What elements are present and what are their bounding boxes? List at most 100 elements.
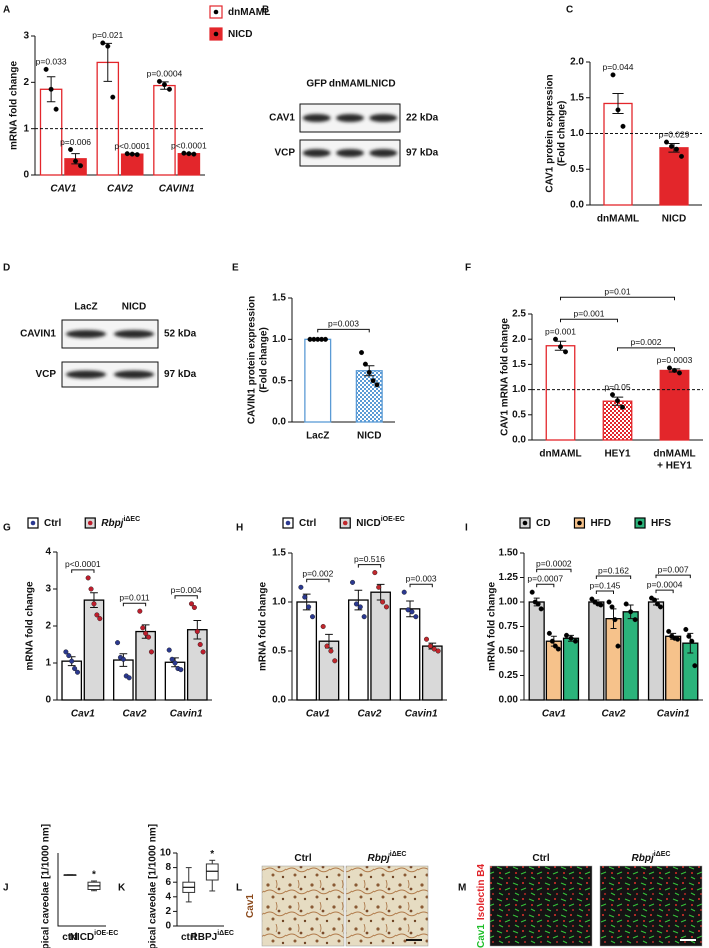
y-tick-label: 0.0 [272, 695, 286, 706]
y-tick-label: 2 [165, 906, 171, 917]
bar [399, 608, 421, 701]
legend-label-main: CD [536, 518, 550, 529]
data-point [350, 579, 356, 585]
data-point [137, 608, 143, 614]
data-point [666, 628, 672, 634]
y-tick-label: 1.0 [272, 334, 286, 345]
bar [647, 601, 665, 701]
data-point [53, 106, 59, 112]
y-tick-label: 1.25 [499, 572, 519, 583]
data-point [88, 586, 94, 592]
micrograph [489, 865, 593, 947]
data-point [191, 151, 197, 157]
legend-label: NICD [228, 29, 252, 40]
data-point [431, 646, 437, 652]
data-point [353, 601, 359, 607]
data-point [320, 624, 326, 630]
y-tick-label: 0.50 [499, 646, 519, 657]
bracket [595, 590, 614, 595]
column-title-main: Ctrl [532, 853, 549, 864]
p-value-label: p=0.006 [60, 137, 91, 147]
y-tick-label: 3 [23, 31, 29, 42]
x-tick-label: Cav2 [358, 709, 382, 720]
data-point [75, 669, 81, 675]
y-axis-label: apical caveolae [1/1000 nm] [41, 824, 52, 948]
data-point [664, 139, 670, 145]
y-tick-label: 0 [23, 170, 29, 181]
legend-label: Ctrl [44, 518, 61, 529]
data-point [148, 649, 154, 655]
data-point [69, 658, 75, 664]
data-point [555, 646, 561, 652]
x-tick-label: Cav1 [71, 709, 95, 720]
p-value-label: p=0.001 [545, 326, 576, 336]
data-point [679, 153, 685, 159]
blot-band [113, 370, 155, 379]
legend-label-main: NICD [356, 518, 380, 529]
bar [304, 338, 332, 423]
y-tick-label: 0.75 [499, 621, 519, 632]
data-point [91, 601, 97, 607]
panel-letter: J [3, 883, 9, 894]
row-label: VCP [274, 148, 295, 159]
bar [622, 611, 639, 701]
data-point [72, 666, 78, 672]
bar [186, 629, 208, 701]
data-point [615, 398, 621, 404]
panel-letter: I [465, 523, 468, 534]
x-tick-label: Cav2 [123, 709, 147, 720]
blot-band [302, 149, 331, 157]
data-point [361, 614, 367, 620]
column-title-sup: iΔEC [654, 851, 671, 858]
bar [659, 369, 690, 441]
y-tick-label: 1.5 [272, 548, 286, 559]
side-label-part: Isolectin B4 [476, 864, 487, 921]
data-point [589, 596, 595, 602]
data-point [615, 643, 621, 649]
p-value-label: p=0.0004 [147, 69, 183, 79]
data-point [166, 647, 172, 653]
bar [421, 645, 443, 701]
lane-label: GFP [306, 79, 327, 90]
legend-label-main: HFD [590, 518, 611, 529]
bar [83, 599, 105, 701]
blot-band [302, 114, 331, 122]
panel-letter: K [118, 883, 126, 894]
y-tick-label: 0.0 [272, 417, 286, 428]
bracket [536, 583, 555, 588]
y-tick-label: 4 [45, 547, 51, 558]
y-axis-label: apical caveolae [1/1000 nm] [148, 824, 159, 948]
y-tick-label: 1.00 [499, 597, 519, 608]
data-point [620, 123, 626, 129]
bar [665, 635, 682, 701]
y-tick-label: 10 [160, 848, 172, 859]
lane-label: dnMAML [329, 79, 371, 90]
data-point [332, 658, 338, 664]
p-value-label: p<0.0001 [171, 140, 207, 150]
bracket [617, 347, 675, 351]
data-point [48, 86, 54, 92]
data-point [370, 378, 376, 384]
bar [545, 345, 576, 441]
y-tick-label: 2.5 [512, 309, 526, 320]
y-tick-label: 1.5 [512, 359, 526, 370]
data-point [538, 606, 544, 612]
data-point [178, 667, 184, 673]
legend-label: CD [536, 518, 550, 529]
data-point [683, 626, 689, 632]
data-point [606, 599, 612, 605]
data-point [409, 609, 415, 615]
data-point [186, 151, 192, 157]
data-point [686, 633, 692, 639]
x-tick-label-sup: iΔEC [217, 930, 234, 937]
column-title-sup: iΔEC [390, 851, 407, 858]
data-point [140, 625, 146, 631]
blot-band [113, 330, 155, 338]
data-point [310, 614, 316, 620]
data-point [628, 609, 634, 615]
bar [120, 153, 144, 176]
p-value-label: p=0.01 [604, 286, 631, 296]
column-title-main: Rbpj [368, 853, 390, 864]
x-tick-label: dnMAML [539, 449, 581, 460]
side-label: Cav1 Isolectin B4 [476, 864, 487, 948]
